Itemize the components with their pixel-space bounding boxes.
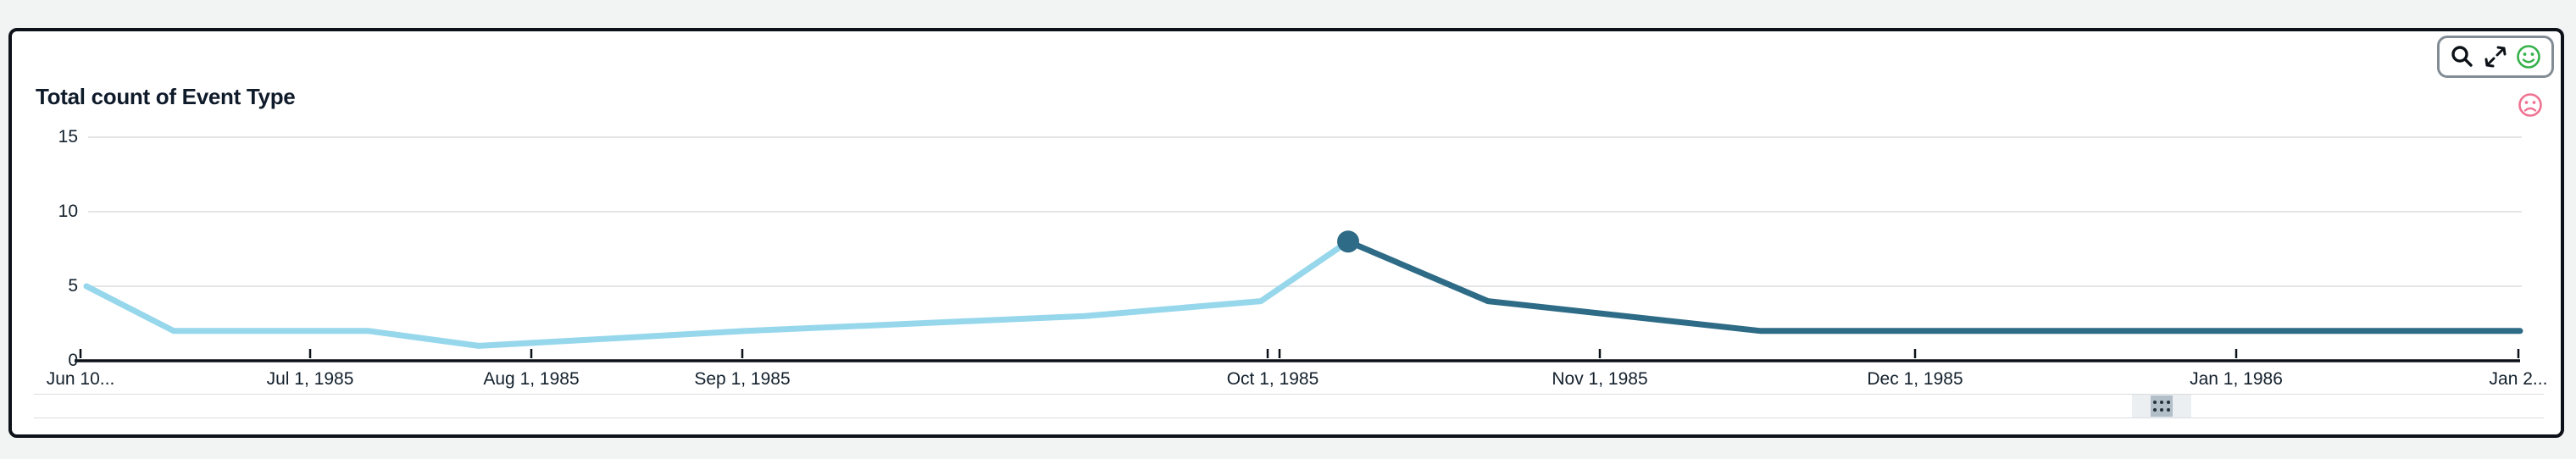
feedback-negative-button[interactable] (2517, 91, 2544, 119)
resize-scroll-handle[interactable] (2132, 395, 2191, 418)
visual-title: Total count of Event Type (36, 84, 296, 109)
visual-card[interactable]: Total count of Event Type (8, 28, 2564, 438)
x-axis-label: Jan 1, 1986 (2190, 369, 2283, 389)
visual-hover-toolbar (2437, 36, 2554, 78)
x-axis-label: Sep 1, 1985 (694, 369, 791, 389)
maximize-button[interactable] (2448, 42, 2477, 71)
y-axis-label-15: 15 (58, 127, 78, 147)
x-axis-label: Jul 1, 1985 (266, 369, 354, 389)
happy-face-icon (2516, 45, 2540, 69)
x-axis-label: Jan 2... (2489, 369, 2548, 389)
scroll-track-top-line (34, 394, 2544, 395)
grip-icon (2151, 395, 2173, 417)
x-axis-label: Oct 1, 1985 (1226, 369, 1319, 389)
x-axis-label: Aug 1, 1985 (483, 369, 580, 389)
magnifier-icon (2451, 46, 2473, 67)
y-axis-label-5: 5 (68, 276, 78, 296)
expand-button[interactable] (2481, 42, 2510, 71)
y-axis-label-10: 10 (58, 202, 78, 221)
sad-face-icon (2518, 93, 2542, 117)
x-axis-label: Dec 1, 1985 (1867, 369, 1963, 389)
highlighted-data-point[interactable] (1337, 230, 1359, 253)
x-axis-label: Nov 1, 1985 (1552, 369, 1648, 389)
expand-arrows-icon (2484, 46, 2507, 68)
feedback-positive-button[interactable] (2514, 42, 2543, 71)
y-axis-label-0: 0 (68, 351, 78, 370)
x-axis-label: Jun 10... (46, 369, 115, 389)
